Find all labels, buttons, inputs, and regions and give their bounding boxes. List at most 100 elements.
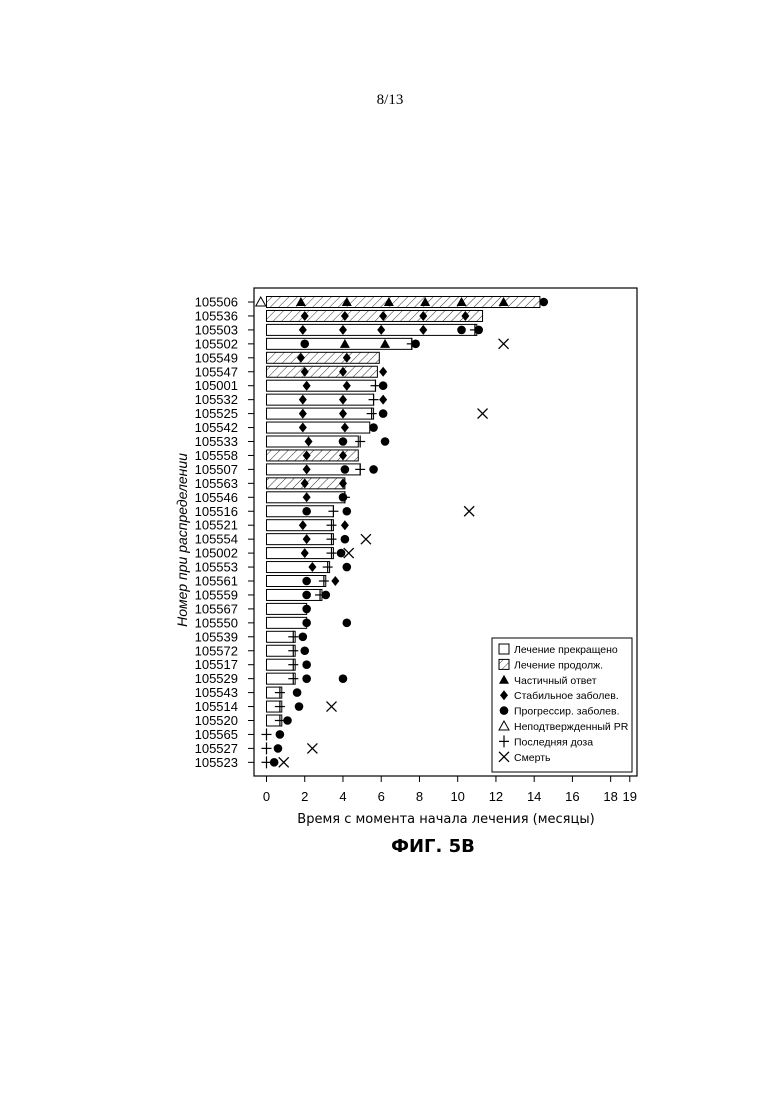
marker-105502-pd-0-shape: [300, 340, 309, 349]
marker-105514-death-2: [327, 702, 337, 712]
patient-label-105507: 105507: [195, 462, 238, 477]
marker-105532-sd-3-shape: [379, 395, 387, 405]
marker-105559-pd-0: [302, 591, 311, 600]
marker-105533-pd-1-shape: [339, 437, 348, 446]
marker-105502-pd-4-shape: [411, 340, 420, 349]
marker-105561-pd-0-shape: [302, 577, 311, 586]
marker-105565-ld-0: [262, 728, 272, 740]
marker-105542-pd-2-shape: [369, 423, 378, 432]
marker-105506-upr-0-shape: [256, 297, 266, 306]
patient-label-105542: 105542: [195, 420, 238, 435]
patient-label-105503: 105503: [195, 322, 238, 337]
marker-105520-pd-1-shape: [283, 716, 292, 725]
patient-label-105521: 105521: [195, 518, 238, 533]
x-tick-label-8: 8: [416, 789, 423, 804]
patient-id-labels: 1055061055361055031055021055491055471050…: [195, 295, 254, 770]
marker-105506-pd-7: [539, 298, 548, 307]
marker-105542-pd-2: [369, 423, 378, 432]
marker-105559-pd-2-shape: [321, 591, 330, 600]
marker-105503-pd-6: [474, 326, 483, 335]
marker-105521-sd-2-shape: [341, 520, 349, 530]
marker-105565-pd-1-shape: [276, 730, 285, 739]
marker-105572-pd-1: [300, 646, 309, 655]
legend-hatched-square-label: Лечение продолж.: [514, 659, 603, 671]
marker-105523-pd-1-shape: [270, 758, 279, 767]
patient-label-105558: 105558: [195, 448, 238, 463]
marker-105554-pd-2-shape: [341, 535, 350, 544]
marker-105553-pd-2: [343, 563, 352, 572]
patient-label-105565: 105565: [195, 727, 238, 742]
marker-105514-pd-1: [295, 702, 304, 711]
marker-105503-pd-6-shape: [474, 326, 483, 335]
patient-label-105002: 105002: [195, 546, 238, 561]
marker-105553-pd-2-shape: [343, 563, 352, 572]
marker-105539-pd-1: [299, 633, 308, 642]
marker-105547-sd-2: [379, 367, 387, 377]
marker-105523-pd-1: [270, 758, 279, 767]
patient-label-105517: 105517: [195, 657, 238, 672]
marker-105559-pd-0-shape: [302, 591, 311, 600]
marker-105502-death-5: [499, 339, 509, 349]
bar-105525: [267, 408, 374, 419]
marker-105507-pd-1-shape: [341, 465, 350, 474]
legend-filled-circle-swatch: [500, 706, 509, 715]
patient-label-105553: 105553: [195, 560, 238, 575]
x-axis-ticks: 02468101214161819: [263, 776, 637, 804]
marker-105539-pd-1-shape: [299, 633, 308, 642]
x-tick-label-0: 0: [263, 789, 270, 804]
patient-label-105523: 105523: [195, 755, 238, 770]
marker-105543-pd-1: [293, 688, 302, 697]
x-tick-label-6: 6: [378, 789, 385, 804]
patient-label-105546: 105546: [195, 490, 238, 505]
figure-caption-text: ФИГ. 5В: [391, 836, 475, 857]
marker-105554-death-3: [361, 534, 371, 544]
legend-open-square-swatch: [499, 644, 509, 654]
bar-105536: [267, 310, 483, 321]
patient-label-105543: 105543: [195, 685, 238, 700]
marker-105550-pd-1: [343, 619, 352, 628]
marker-105506-pd-7-shape: [539, 298, 548, 307]
marker-105507-pd-3-shape: [369, 465, 378, 474]
marker-105502-pd-4: [411, 340, 420, 349]
marker-105533-pd-3-shape: [381, 437, 390, 446]
marker-105550-pd-0-shape: [302, 619, 311, 628]
patient-label-105525: 105525: [195, 406, 238, 421]
patient-label-105529: 105529: [195, 671, 238, 686]
marker-105533-pd-1: [339, 437, 348, 446]
x-tick-label-2: 2: [301, 789, 308, 804]
marker-105516-pd-2: [343, 507, 352, 516]
bar-105554: [267, 534, 334, 545]
marker-105572-pd-1-shape: [300, 646, 309, 655]
marker-105525-pd-3: [379, 409, 388, 418]
marker-105516-pd-0: [302, 507, 311, 516]
y-axis-label: Номер при распределении: [174, 453, 190, 627]
legend-filled-diamond-label: Стабильное заболев.: [514, 690, 619, 702]
bar-105549: [267, 352, 380, 363]
legend-x-mark-label: Смерть: [514, 752, 551, 764]
patient-label-105549: 105549: [195, 350, 238, 365]
legend: Лечение прекращеноЛечение продолж.Частич…: [492, 638, 632, 772]
marker-105527-pd-1: [274, 744, 283, 753]
legend-open-triangle-label: Неподтвержденный PR: [514, 721, 629, 733]
x-tick-label-14: 14: [527, 789, 541, 804]
bar-105567: [267, 603, 307, 614]
patient-label-105563: 105563: [195, 476, 238, 491]
patient-label-105533: 105533: [195, 434, 238, 449]
legend-plus-label: Последняя доза: [514, 736, 593, 748]
marker-105506-upr-0: [256, 297, 266, 306]
bar-105002: [267, 548, 334, 559]
bar-105516: [267, 506, 334, 517]
bar-105001: [267, 380, 376, 391]
legend-filled-triangle-label: Частичный ответ: [514, 675, 597, 687]
x-axis-label: Время с момента начала лечения (месяцы): [297, 812, 594, 827]
marker-105502-pd-0: [300, 340, 309, 349]
marker-105516-pd-0-shape: [302, 507, 311, 516]
marker-105543-pd-1-shape: [293, 688, 302, 697]
marker-105550-pd-1-shape: [343, 619, 352, 628]
marker-105517-pd-1-shape: [302, 660, 311, 669]
marker-105561-sd-2: [331, 576, 339, 586]
bar-105532: [267, 394, 374, 405]
marker-105550-pd-0: [302, 619, 311, 628]
x-tick-label-19: 19: [623, 789, 637, 804]
marker-105001-pd-3: [379, 381, 388, 390]
